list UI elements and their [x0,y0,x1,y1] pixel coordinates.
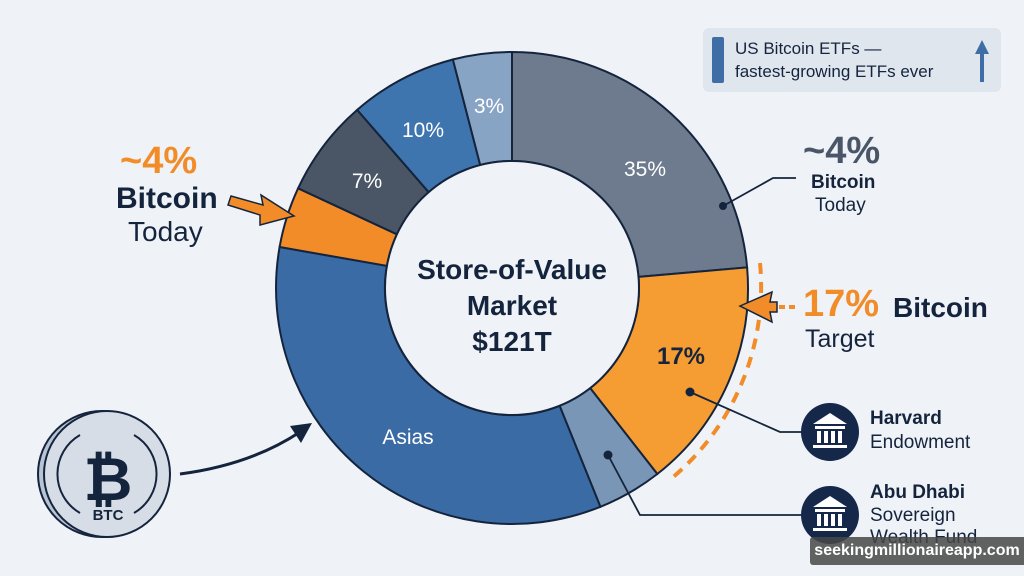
bank-icon-abu-dhabi [801,486,859,544]
target-bitcoin-label: Bitcoin [893,292,988,323]
coin-arrowhead-icon [290,423,312,443]
etf-accent-bar [712,37,724,83]
target-arrow-icon [738,290,778,324]
left-bitcoin-label: Bitcoin [116,182,218,215]
target-dashed-arc [670,262,764,480]
right-today-label: Today [815,195,866,216]
abu-dhabi-sub1: Sovereign [870,505,956,526]
label-3: 3% [474,95,504,118]
left-today-label: Today [128,216,203,247]
etf-callout: US Bitcoin ETFs — fastest-growing ETFs e… [703,28,1001,92]
target-pct: 17% [803,283,880,325]
center-title: Store-of-Value [417,254,607,285]
bank-icon-harvard [801,403,859,461]
right-bitcoin-label: Bitcoin [811,172,876,193]
harvard-name: Harvard [870,408,942,429]
label-10: 10% [402,119,444,142]
center-subtitle: Market [466,290,558,321]
label-7: 7% [352,170,382,193]
left-bitcoin-today-pct: ~4% [120,140,198,182]
target-label: Target [805,325,875,353]
bitcoin-coin-icon: ₿ BTC [37,410,171,538]
up-arrow-icon [975,40,989,82]
center-value: $121T [472,326,552,357]
leader-line-today [722,177,796,207]
donut-hole [384,160,640,416]
donut-center-label: Store-of-Value Market $121T [390,252,634,360]
etf-line1: US Bitcoin ETFs — [735,39,882,58]
coin-curved-arrow [179,430,301,476]
right-bitcoin-today-pct: ~4% [803,130,881,172]
watermark: seekingmillionaireapp.com [810,537,1024,565]
btc-label: BTC [93,507,124,524]
etf-line2: fastest-growing ETFs ever [735,62,934,81]
leader-line-harvard [689,391,802,433]
abu-dhabi-name: Abu Dhabi [870,482,965,503]
leader-line-abu-dhabi [607,454,802,516]
label-asias: Asias [382,426,433,449]
label-17: 17% [657,343,705,370]
left-orange-arrow-icon [227,193,296,226]
label-35: 35% [624,158,666,181]
etf-text: US Bitcoin ETFs — fastest-growing ETFs e… [735,37,933,83]
harvard-sub: Endowment [870,432,971,453]
bitcoin-symbol: ₿ [84,446,133,513]
